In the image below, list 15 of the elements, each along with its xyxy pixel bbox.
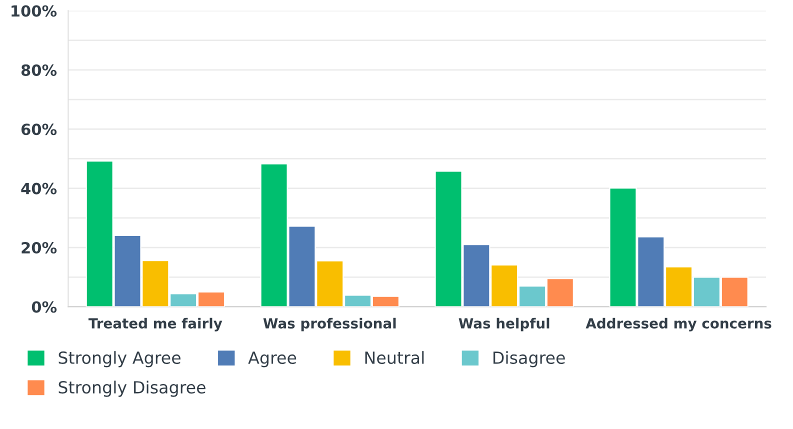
y-tick-label: 80% — [21, 64, 57, 76]
y-tick-label: 40% — [21, 182, 57, 194]
x-tick-label: Addressed my concerns — [586, 318, 772, 332]
legend-label: Strongly Agree — [58, 351, 180, 368]
y-tick-label: 60% — [21, 124, 57, 136]
y-tick-label: 100% — [12, 5, 57, 17]
y-tick-label: 20% — [22, 242, 57, 254]
legend-label: Agree — [248, 352, 296, 368]
legend-label: Neutral — [365, 351, 424, 364]
x-tick-label: Was helpful — [458, 318, 550, 332]
legend-label: Strongly Disagree — [58, 380, 206, 397]
y-tick-label: 0% — [32, 301, 57, 313]
x-tick-label: Treated me fairly — [88, 318, 222, 332]
legend-label: Disagree — [493, 351, 565, 368]
x-tick-label: Was professional — [263, 318, 396, 332]
